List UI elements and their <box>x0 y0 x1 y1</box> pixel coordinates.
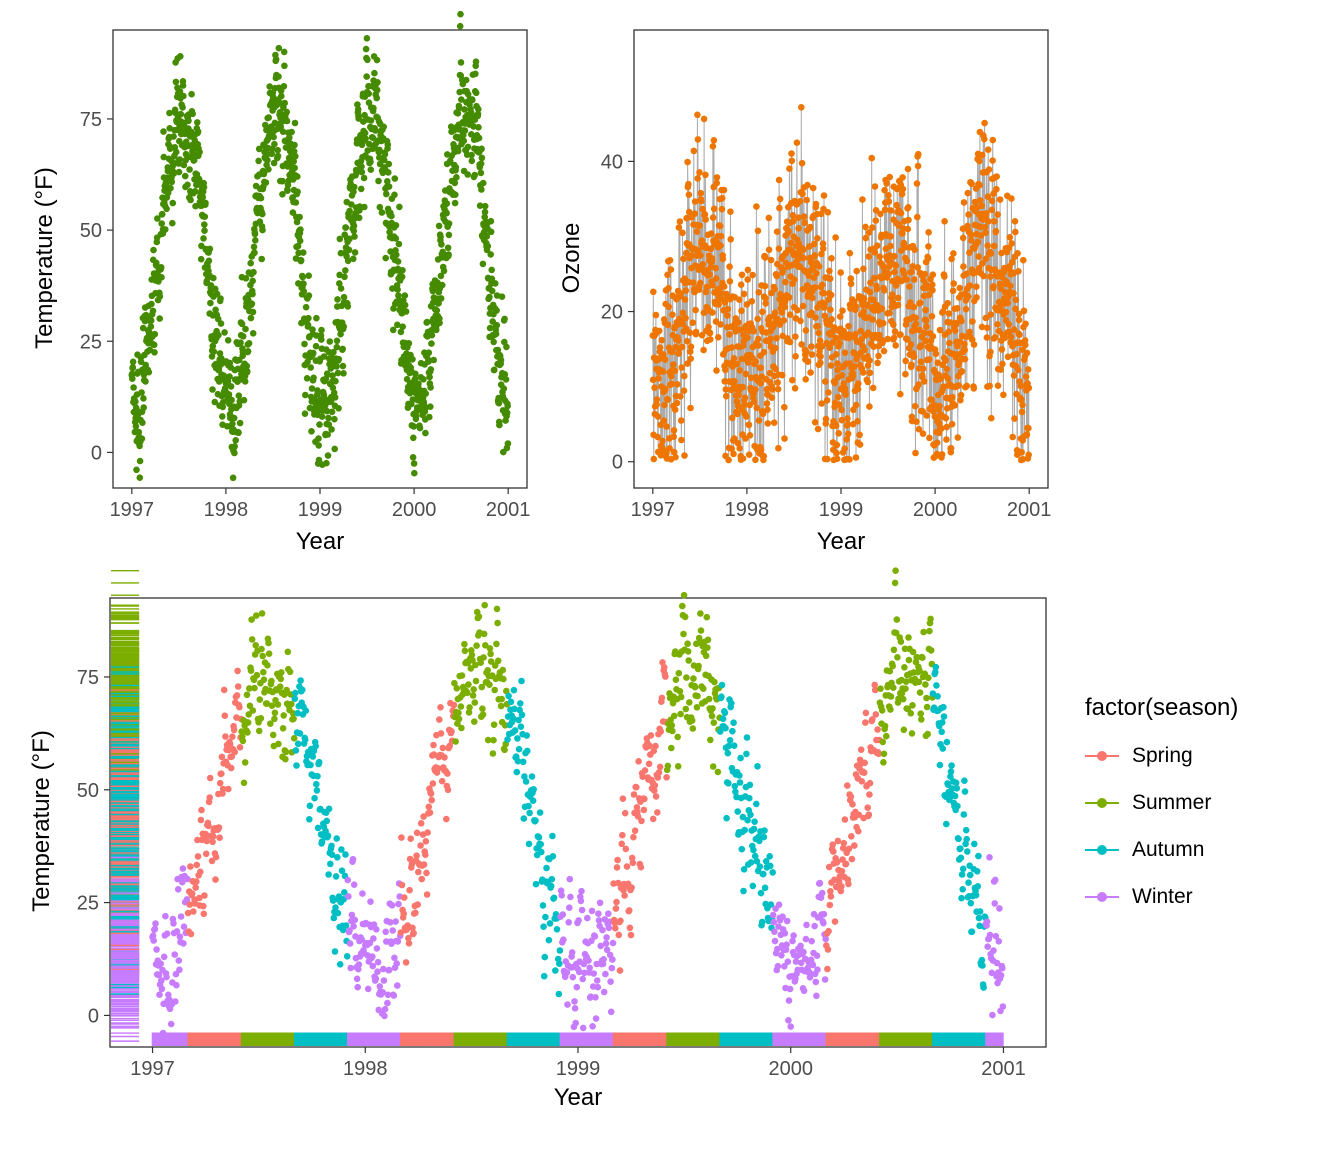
season-chart: 1997 1998 1999 2000 2001 0 25 50 75 <box>77 567 1047 1080</box>
winter-key-glyph <box>1085 886 1119 908</box>
legend-item-label: Autumn <box>1132 838 1205 861</box>
legend-item-label: Summer <box>1132 791 1212 814</box>
y-tick-label: 0 <box>88 1005 99 1027</box>
x-tick-label: 1997 <box>130 1058 175 1080</box>
y-tick-label: 40 <box>601 151 623 173</box>
y-tick-label: 25 <box>80 331 102 353</box>
x-tick-label: 1998 <box>725 499 770 521</box>
points-layer <box>149 567 1007 1045</box>
y-tick-label: 25 <box>77 893 99 915</box>
autumn-key-glyph <box>1085 839 1119 861</box>
legend-item-autumn: Autumn <box>1085 838 1238 862</box>
legend-item-winter: Winter <box>1085 885 1238 909</box>
left-rug <box>111 570 140 1042</box>
x-tick-label: 2001 <box>486 499 531 521</box>
x-tick-label: 2001 <box>981 1058 1026 1080</box>
y-tick-label: 0 <box>612 452 623 474</box>
y-tick-label: 50 <box>80 220 102 242</box>
spring-key-glyph <box>1085 745 1119 767</box>
x-tick-label: 1999 <box>298 499 343 521</box>
x-tick-label: 1998 <box>204 499 249 521</box>
points-layer <box>128 10 512 482</box>
y-tick-label: 0 <box>91 442 102 464</box>
x-tick-label: 2000 <box>913 499 958 521</box>
y-tick-label: 50 <box>77 780 99 802</box>
y-tick-label: 20 <box>601 302 623 324</box>
legend-item-summer: Summer <box>1085 791 1238 815</box>
bottom-rug <box>151 1032 1004 1046</box>
x-tick-label: 1999 <box>556 1058 601 1080</box>
x-tick-label: 2001 <box>1007 499 1052 521</box>
x-tick-label: 1998 <box>343 1058 388 1080</box>
points-layer <box>649 104 1033 464</box>
x-tick-label: 1997 <box>110 499 155 521</box>
y-tick-label: 75 <box>77 667 99 689</box>
ozone-chart: 1997 1998 1999 2000 2001 0 20 40 <box>601 29 1052 521</box>
x-tick-label: 1997 <box>631 499 676 521</box>
summer-key-glyph <box>1085 792 1119 814</box>
x-tick-label: 2000 <box>392 499 437 521</box>
y-tick-label: 75 <box>80 109 102 131</box>
temperature-chart: 1997 1998 1999 2000 2001 0 25 50 75 <box>80 10 531 521</box>
x-tick-label: 1999 <box>819 499 864 521</box>
season-legend: factor(season) Spring Summer Autumn Wint… <box>1085 694 1238 932</box>
legend-item-label: Winter <box>1132 885 1193 908</box>
legend-item-spring: Spring <box>1085 744 1238 768</box>
x-tick-label: 2000 <box>768 1058 813 1080</box>
legend-title: factor(season) <box>1085 694 1239 721</box>
legend-item-label: Spring <box>1132 744 1193 767</box>
